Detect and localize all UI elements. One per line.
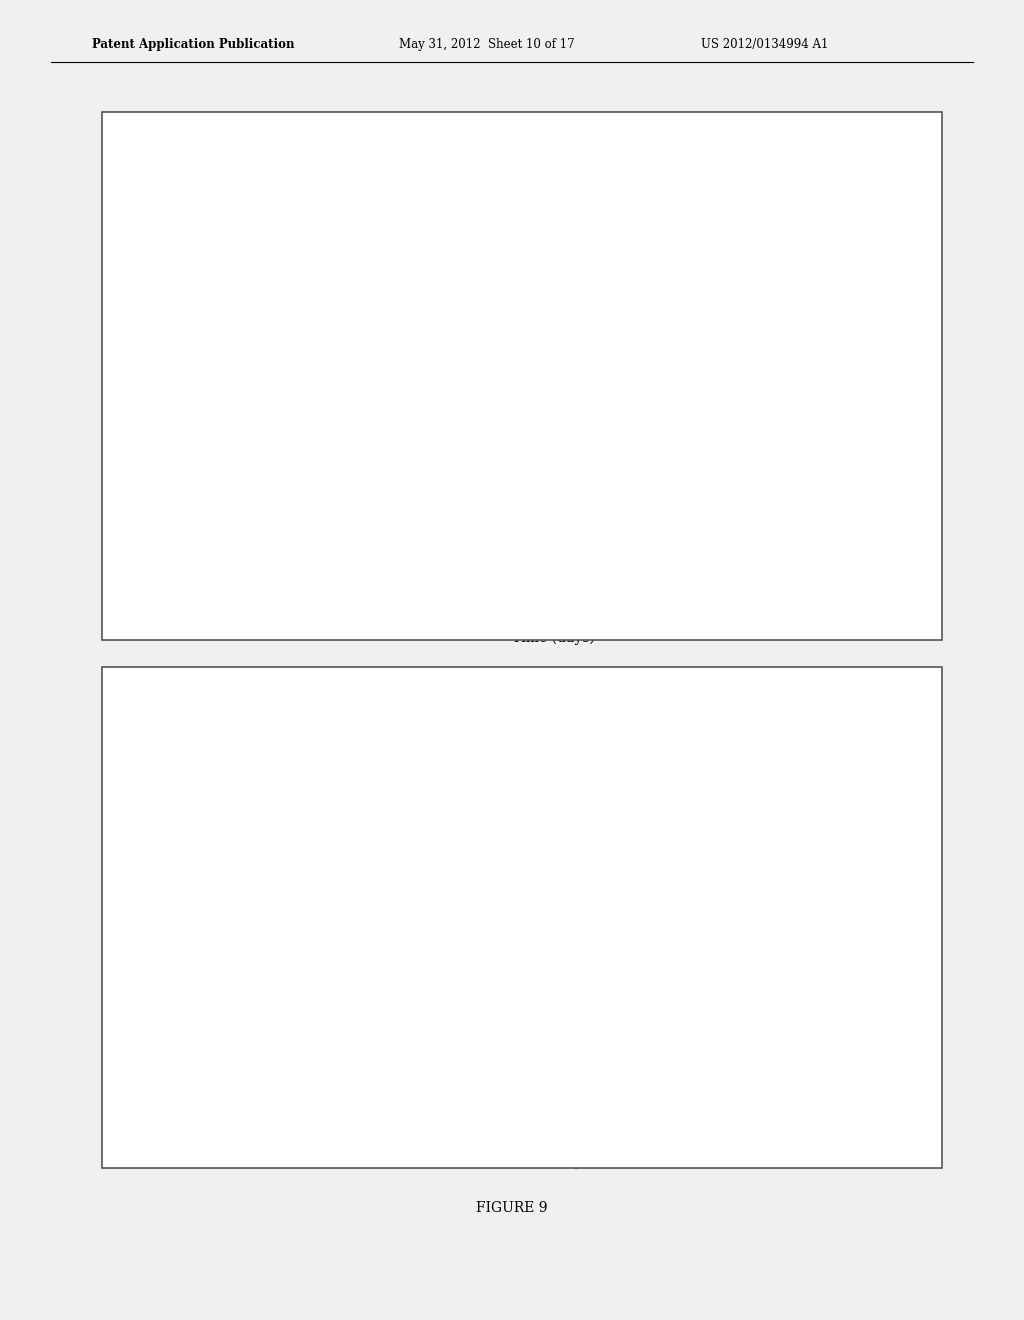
X-axis label: Time (days): Time (days) [512, 631, 594, 645]
Legend: PBS, GAL-FR22, FR2bC 54.8.11: PBS, GAL-FR22, FR2bC 54.8.11 [211, 709, 365, 772]
Y-axis label: Tumor volume (mm³): Tumor volume (mm³) [148, 298, 162, 447]
Legend: PBS, GAL-FR21, GAL-FR23, FR2bC 54.8.11: PBS, GAL-FR21, GAL-FR23, FR2bC 54.8.11 [211, 152, 365, 235]
Text: US 2012/0134994 A1: US 2012/0134994 A1 [701, 37, 828, 50]
Text: Patent Application Publication: Patent Application Publication [92, 37, 295, 50]
X-axis label: Time (days): Time (days) [512, 1155, 594, 1170]
Y-axis label: Tumor volume (mm³): Tumor volume (mm³) [148, 838, 162, 989]
Text: May 31, 2012  Sheet 10 of 17: May 31, 2012 Sheet 10 of 17 [399, 37, 575, 50]
Text: FIGURE 9: FIGURE 9 [476, 1201, 548, 1214]
